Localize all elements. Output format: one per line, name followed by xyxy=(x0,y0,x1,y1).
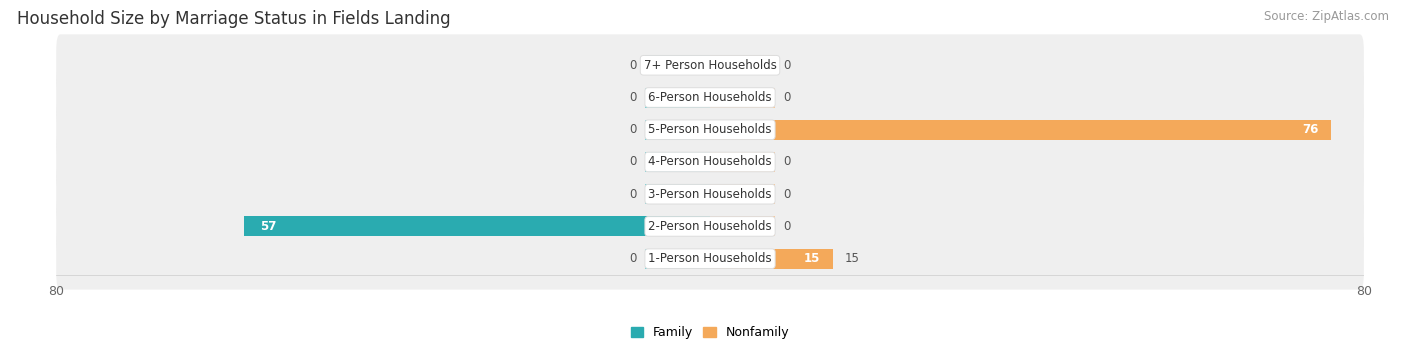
FancyBboxPatch shape xyxy=(56,34,1364,96)
Bar xyxy=(710,217,776,236)
Bar xyxy=(710,152,776,172)
Text: 0: 0 xyxy=(628,252,637,265)
Bar xyxy=(710,88,776,107)
Text: 0: 0 xyxy=(783,188,792,201)
Bar xyxy=(644,120,710,140)
Legend: Family, Nonfamily: Family, Nonfamily xyxy=(631,326,789,339)
Text: 0: 0 xyxy=(783,59,792,72)
Text: 3-Person Households: 3-Person Households xyxy=(648,188,772,201)
FancyBboxPatch shape xyxy=(56,99,1364,161)
Bar xyxy=(245,217,710,236)
Text: 1-Person Households: 1-Person Households xyxy=(648,252,772,265)
FancyBboxPatch shape xyxy=(56,163,1364,225)
Bar xyxy=(644,88,710,107)
FancyBboxPatch shape xyxy=(56,195,1364,257)
Text: 0: 0 xyxy=(628,123,637,136)
Text: Source: ZipAtlas.com: Source: ZipAtlas.com xyxy=(1264,10,1389,23)
Bar xyxy=(644,55,710,75)
Text: 0: 0 xyxy=(628,91,637,104)
Bar xyxy=(710,249,832,269)
FancyBboxPatch shape xyxy=(56,228,1364,290)
Text: 15: 15 xyxy=(845,252,859,265)
Text: 76: 76 xyxy=(1302,123,1319,136)
Text: Household Size by Marriage Status in Fields Landing: Household Size by Marriage Status in Fie… xyxy=(17,10,450,28)
Text: 57: 57 xyxy=(260,220,277,233)
FancyBboxPatch shape xyxy=(56,131,1364,193)
Text: 0: 0 xyxy=(783,155,792,168)
Text: 6-Person Households: 6-Person Households xyxy=(648,91,772,104)
Text: 0: 0 xyxy=(783,91,792,104)
Text: 2-Person Households: 2-Person Households xyxy=(648,220,772,233)
Text: 4-Person Households: 4-Person Households xyxy=(648,155,772,168)
Text: 0: 0 xyxy=(628,155,637,168)
Bar xyxy=(644,152,710,172)
Text: 15: 15 xyxy=(804,252,820,265)
Text: 0: 0 xyxy=(628,59,637,72)
FancyBboxPatch shape xyxy=(56,66,1364,129)
Text: 7+ Person Households: 7+ Person Households xyxy=(644,59,776,72)
Text: 0: 0 xyxy=(783,220,792,233)
Bar xyxy=(710,184,776,204)
Bar xyxy=(644,249,710,269)
Bar xyxy=(710,120,1331,140)
Bar xyxy=(644,184,710,204)
Text: 5-Person Households: 5-Person Households xyxy=(648,123,772,136)
Bar xyxy=(710,55,776,75)
Text: 0: 0 xyxy=(628,188,637,201)
